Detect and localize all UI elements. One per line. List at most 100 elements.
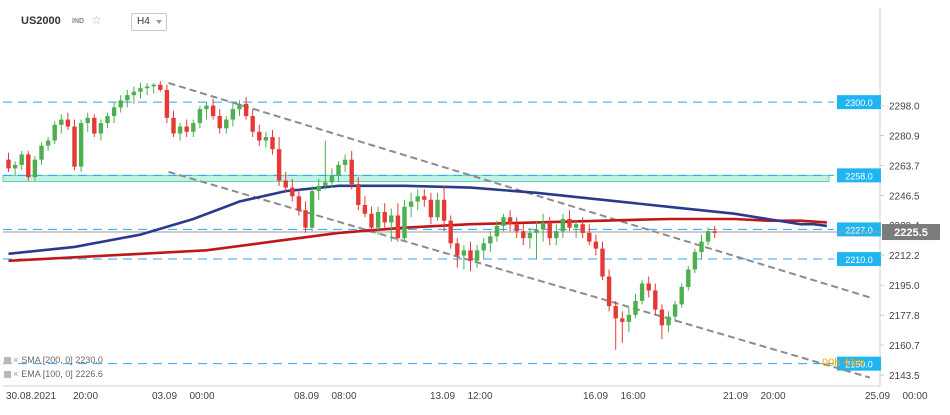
x-tick-label: 12:00 <box>468 391 493 402</box>
candle-body <box>554 231 559 239</box>
candle-body <box>237 103 242 110</box>
candle-body <box>362 205 368 214</box>
candle-body <box>600 248 605 277</box>
instrument-type-label: IND <box>72 18 85 25</box>
settings-icon[interactable] <box>4 357 11 364</box>
candle-body <box>593 241 599 249</box>
candle-body <box>547 222 552 239</box>
sma-label: SMA [200, 0] <box>21 355 73 365</box>
y-tick-label: 2195.0 <box>889 281 920 292</box>
close-icon[interactable]: × <box>13 355 19 365</box>
level-tag-label: 2258.0 <box>845 171 873 181</box>
level-tag <box>837 95 881 110</box>
level-tag <box>837 356 881 371</box>
candle-body <box>422 196 427 200</box>
candle-body <box>606 276 612 307</box>
candle-body <box>197 109 203 124</box>
candle-body <box>501 217 506 226</box>
candle-body <box>191 123 196 132</box>
candle-body <box>342 159 348 165</box>
level-tag-label: 2210.0 <box>845 255 873 265</box>
candle-body <box>164 89 170 118</box>
candle-body <box>507 217 513 225</box>
channel-line <box>168 170 871 379</box>
candle-body <box>382 211 387 223</box>
candle-body <box>118 100 123 108</box>
candle-body <box>105 116 110 124</box>
symbol-label: US2000 <box>21 15 61 27</box>
candle-body <box>59 119 64 125</box>
candle-body <box>408 201 414 207</box>
candle-body <box>356 184 361 206</box>
candle-body <box>276 149 282 181</box>
level-tag <box>837 168 881 183</box>
candle-body <box>309 191 315 228</box>
candle-body <box>184 126 189 132</box>
candle-body <box>158 84 163 90</box>
timeframe-select[interactable]: H4 <box>131 13 167 31</box>
sma-line <box>8 184 828 256</box>
y-tick-label: 2280.9 <box>889 131 920 142</box>
zone-band <box>2 174 830 182</box>
y-tick-label: 2160.7 <box>889 341 920 352</box>
timeframe-value: H4 <box>137 16 150 27</box>
ema-value: 2226.6 <box>75 369 103 379</box>
y-tick-label: 2177.8 <box>889 311 920 322</box>
level-tag-label: 2150.0 <box>845 360 873 370</box>
candle-body <box>52 124 57 141</box>
x-tick-label: 08:00 <box>332 391 357 402</box>
candle-body <box>633 300 638 315</box>
candle-body <box>402 206 407 239</box>
x-tick-label: 13.09 <box>430 391 455 402</box>
candle-body <box>560 218 566 232</box>
candle-body <box>389 215 394 223</box>
candle-body <box>65 119 71 127</box>
ema-line <box>8 217 827 263</box>
candle-body <box>138 88 143 92</box>
level-tag <box>837 252 881 267</box>
x-tick-label: 00:00 <box>903 391 928 402</box>
star-icon[interactable]: ☆ <box>91 13 102 27</box>
candle-body <box>125 95 130 101</box>
candle-body <box>481 243 486 251</box>
candle-body <box>580 224 585 233</box>
candle-body <box>686 269 691 287</box>
candle-body <box>45 140 51 146</box>
y-tick-label: 2263.7 <box>889 161 920 172</box>
candle-body <box>6 159 11 169</box>
candle-body <box>329 175 335 183</box>
legend-ema[interactable]: × EMA [100, 0] 2226.6 <box>4 369 103 379</box>
candle-body <box>455 243 460 256</box>
x-tick-label: 16:00 <box>621 391 646 402</box>
candle-body <box>712 231 717 233</box>
candle-body <box>699 241 704 253</box>
candle-body <box>474 250 480 261</box>
candle-body <box>567 218 572 228</box>
candle-body <box>270 137 275 150</box>
candle-body <box>415 196 420 202</box>
candle-body <box>85 117 90 124</box>
x-tick-label: 03.09 <box>152 391 177 402</box>
candle-body <box>375 211 381 228</box>
candle-body <box>395 215 401 239</box>
candle-body <box>290 187 295 197</box>
legend-sma[interactable]: × SMA [200, 0] 2230.0 <box>4 355 103 365</box>
candle-body <box>666 316 671 326</box>
level-tag-label: 2300.0 <box>845 98 873 108</box>
settings-icon[interactable] <box>4 371 11 378</box>
candle-body <box>19 154 24 165</box>
candle-body <box>263 137 269 141</box>
candle-body <box>257 131 262 141</box>
close-icon[interactable]: × <box>13 369 19 379</box>
candle-body <box>587 232 592 242</box>
candle-body <box>461 250 467 256</box>
candle-body <box>111 107 117 117</box>
candle-body <box>540 222 546 230</box>
candle-body <box>514 224 519 232</box>
candle-body <box>224 119 229 129</box>
candle-body <box>316 185 321 192</box>
candle-body <box>521 231 526 239</box>
candle-body <box>646 283 651 291</box>
